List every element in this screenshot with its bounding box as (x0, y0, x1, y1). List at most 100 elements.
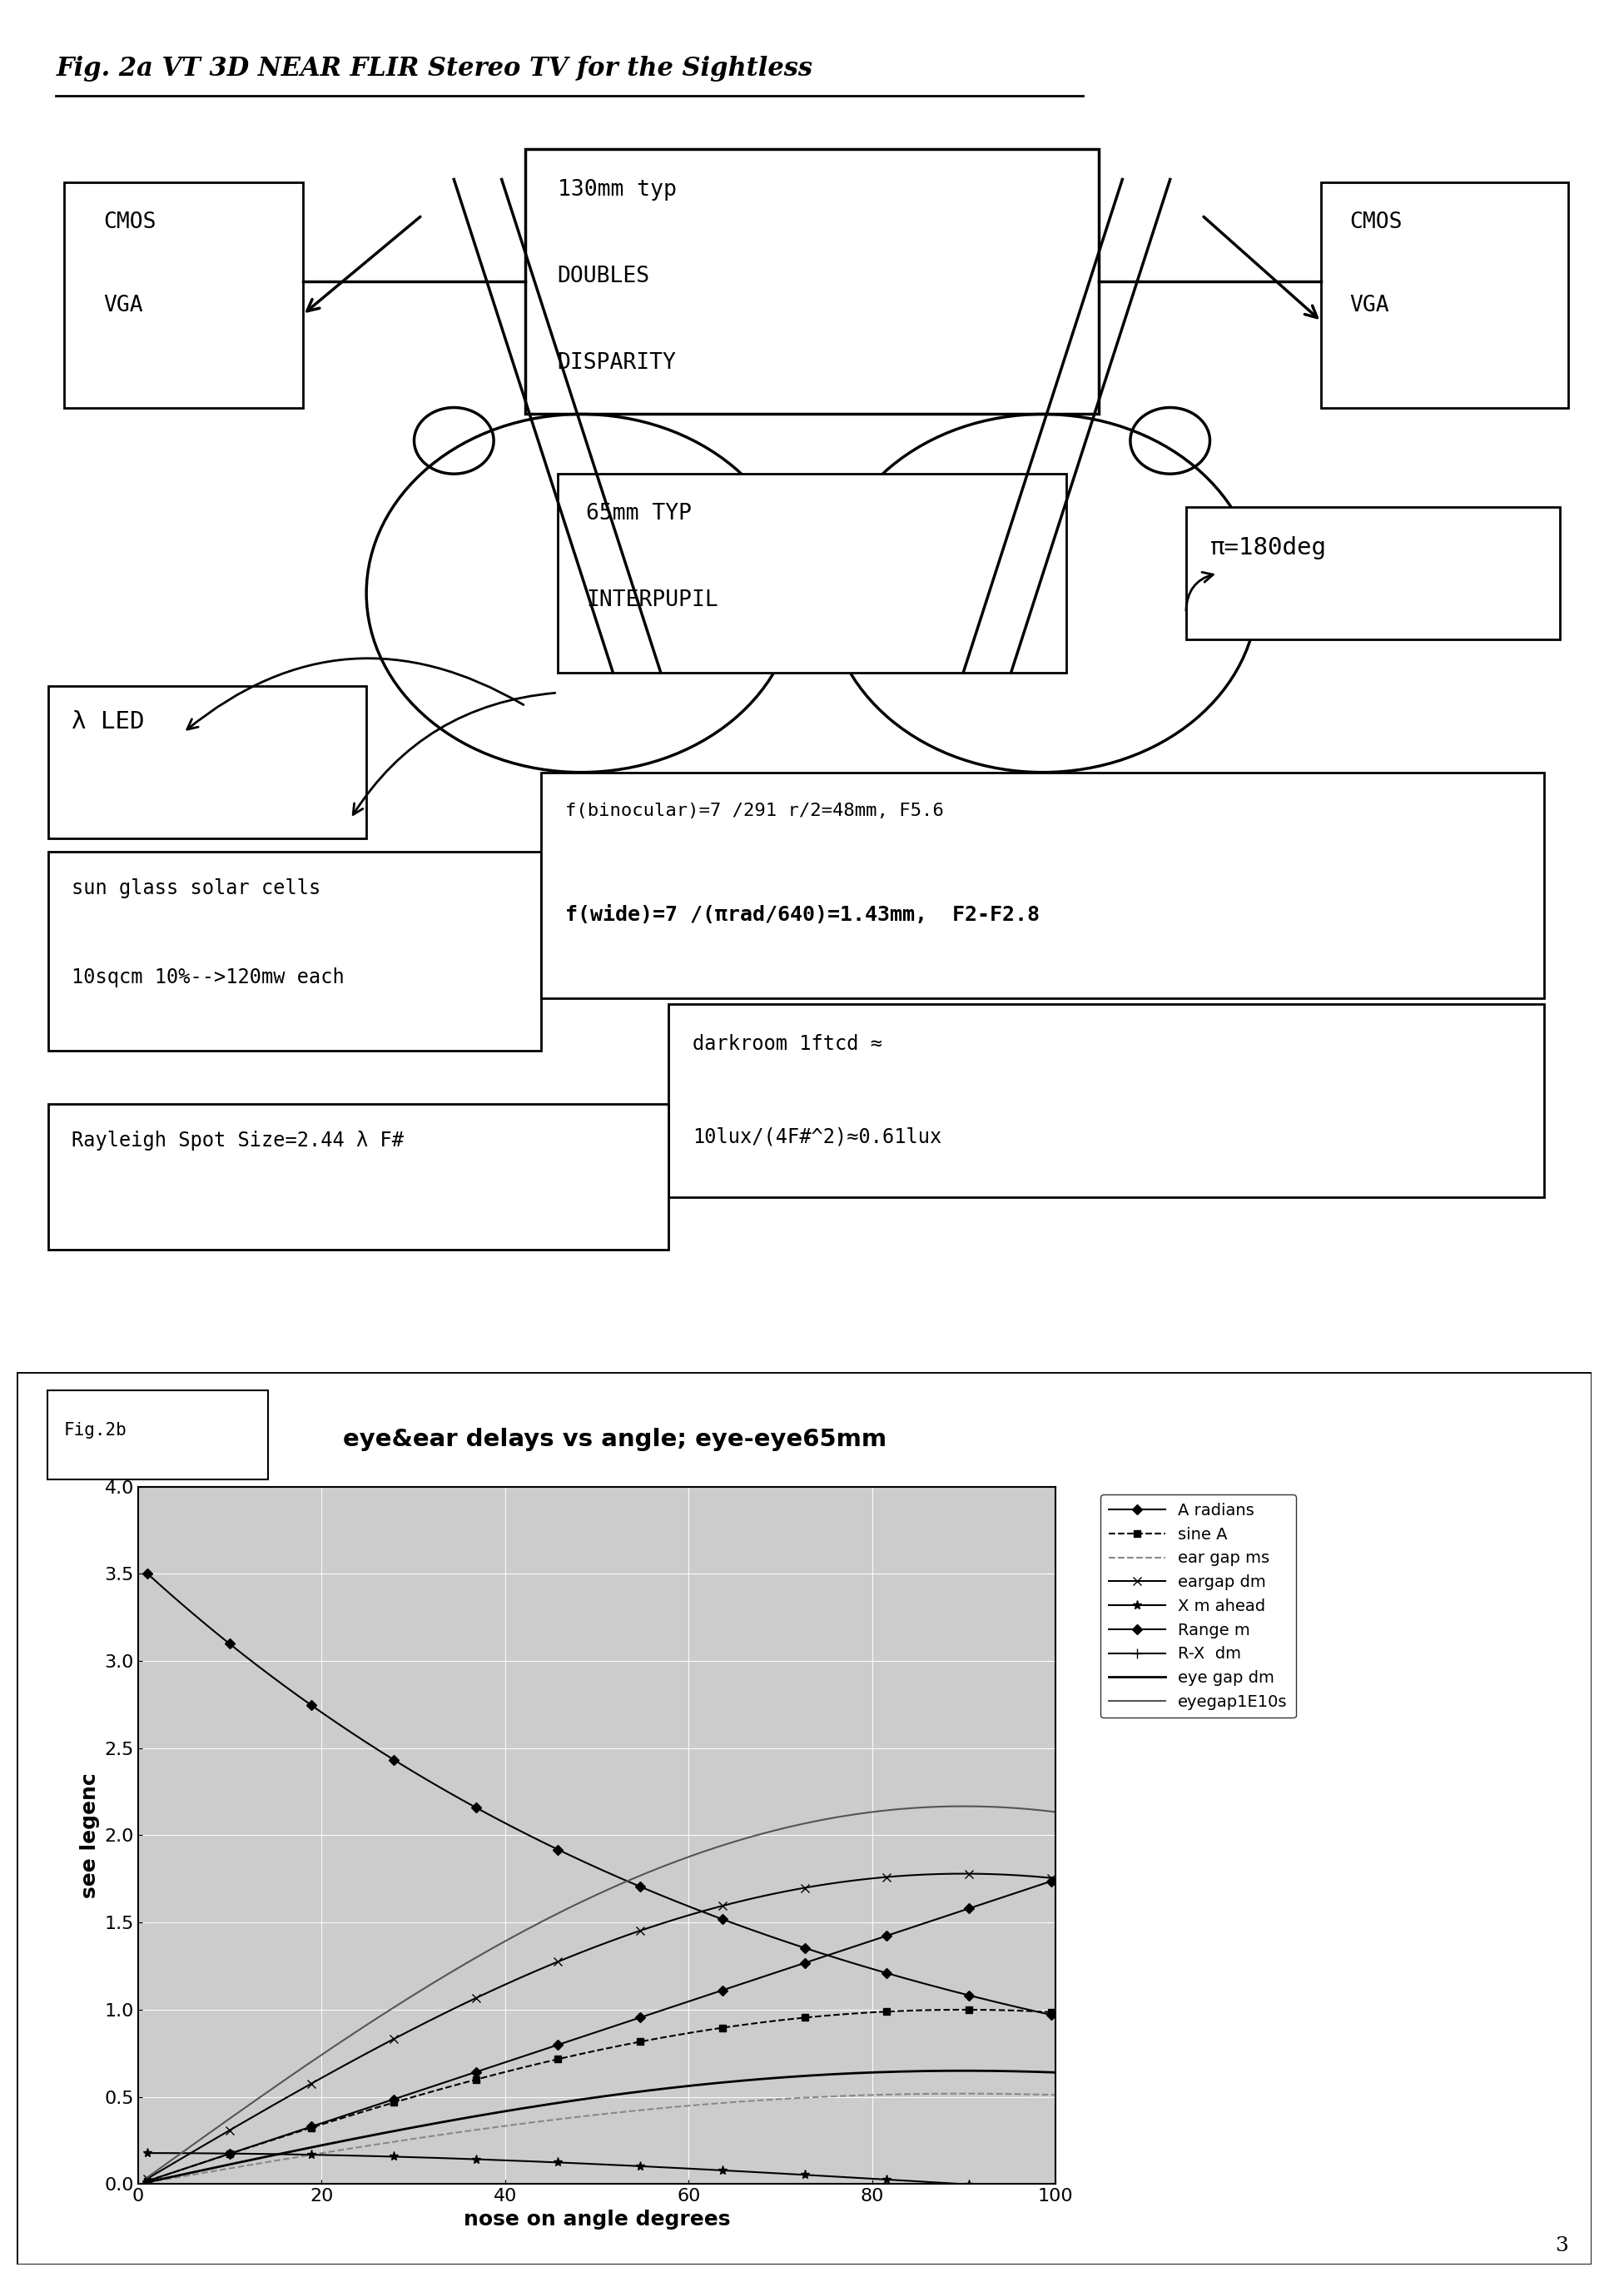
sine A (1005, 1997, 1025, 2024)
Range m (174, 1592, 193, 1619)
X m ahead (174, 2138, 193, 2166)
ear gap ms (955, 2079, 974, 2106)
sine A (174, 2154, 193, 2182)
Range m (1000, 1992, 1020, 2019)
A radians (192, 2150, 211, 2177)
Range m (1046, 2001, 1065, 2029)
eargap dm (973, 1859, 992, 1887)
FancyBboxPatch shape (526, 149, 1098, 414)
A radians (380, 2088, 400, 2115)
FancyBboxPatch shape (541, 773, 1544, 997)
Text: 3: 3 (1554, 2237, 1567, 2255)
ear gap ms (1005, 2081, 1025, 2109)
eye gap dm (973, 2056, 992, 2083)
Line: eye gap dm: eye gap dm (148, 2070, 1056, 2182)
Range m (138, 1560, 158, 1587)
Line: ear gap ms: ear gap ms (148, 2093, 1056, 2182)
FancyBboxPatch shape (1322, 183, 1569, 407)
X m ahead (1000, 2173, 1020, 2200)
A radians (307, 2111, 326, 2138)
eyegap1E10s (1005, 1795, 1025, 1823)
Text: VGA: VGA (1350, 295, 1390, 316)
FancyBboxPatch shape (49, 1105, 669, 1249)
sine A (380, 2090, 400, 2118)
eyegap1E10s (174, 2138, 193, 2166)
X m ahead (307, 2141, 326, 2168)
Line: R-X  dm: R-X dm (143, 0, 1060, 453)
Text: Rayleigh Spot Size=2.44 λ F#: Rayleigh Spot Size=2.44 λ F# (71, 1130, 404, 1150)
eye gap dm (1005, 2058, 1025, 2086)
Text: f(wide)=7 /(πrad/640)=1.43mm,  F2-F2.8: f(wide)=7 /(πrad/640)=1.43mm, F2-F2.8 (565, 906, 1039, 924)
A radians (1000, 1882, 1020, 1910)
Text: f(binocular)=7 /291 r/2=48mm, F5.6: f(binocular)=7 /291 r/2=48mm, F5.6 (565, 803, 944, 819)
R-X  dm (1046, 435, 1065, 462)
Line: eyegap1E10s: eyegap1E10s (148, 1807, 1056, 2177)
FancyBboxPatch shape (63, 183, 302, 407)
eyegap1E10s (138, 2164, 158, 2191)
ear gap ms (380, 2129, 400, 2157)
eyegap1E10s (973, 1793, 992, 1820)
A radians (138, 2168, 158, 2196)
sine A (1046, 1999, 1065, 2026)
eargap dm (174, 2143, 193, 2170)
Legend: A radians, sine A, ear gap ms, eargap dm, X m ahead, Range m, R-X  dm, eye gap d: A radians, sine A, ear gap ms, eargap dm… (1101, 1496, 1296, 1718)
eyegap1E10s (380, 1997, 400, 2024)
Text: DOUBLES: DOUBLES (557, 265, 650, 288)
R-X  dm (968, 297, 987, 325)
FancyBboxPatch shape (49, 853, 541, 1052)
Text: 10lux/(4F#^2)≈0.61lux: 10lux/(4F#^2)≈0.61lux (693, 1127, 942, 1146)
A radians (174, 2154, 193, 2182)
ear gap ms (174, 2164, 193, 2191)
ear gap ms (1046, 2081, 1065, 2109)
A radians (968, 1891, 987, 1919)
eargap dm (380, 2029, 400, 2056)
Y-axis label: see legenc: see legenc (80, 1772, 99, 1898)
eyegap1E10s (307, 2045, 326, 2072)
Range m (307, 1695, 326, 1722)
eargap dm (138, 2166, 158, 2193)
Range m (968, 1983, 987, 2010)
FancyBboxPatch shape (49, 686, 367, 839)
FancyArrowPatch shape (187, 659, 523, 730)
eargap dm (1005, 1862, 1025, 1889)
eye gap dm (380, 2118, 400, 2145)
eyegap1E10s (955, 1793, 974, 1820)
Text: Fig.2b: Fig.2b (63, 1423, 127, 1439)
sine A (973, 1997, 992, 2024)
FancyBboxPatch shape (557, 473, 1067, 672)
Text: DISPARITY: DISPARITY (557, 352, 676, 373)
Text: 65mm TYP: 65mm TYP (586, 503, 692, 524)
Line: eargap dm: eargap dm (143, 1871, 1059, 2182)
eargap dm (192, 2134, 211, 2161)
Range m (380, 1743, 400, 1770)
eargap dm (955, 1859, 974, 1887)
X m ahead (968, 2170, 987, 2198)
eye gap dm (1046, 2058, 1065, 2086)
eye gap dm (307, 2134, 326, 2161)
FancyBboxPatch shape (669, 1004, 1544, 1196)
ear gap ms (307, 2141, 326, 2168)
FancyBboxPatch shape (1186, 508, 1561, 640)
ear gap ms (192, 2159, 211, 2186)
FancyArrowPatch shape (1186, 572, 1213, 611)
sine A (138, 2168, 158, 2196)
Line: Range m: Range m (145, 1569, 1059, 2019)
Text: VGA: VGA (104, 295, 143, 316)
sine A (955, 1997, 974, 2024)
Text: sun glass solar cells: sun glass solar cells (71, 878, 322, 899)
Text: CMOS: CMOS (1350, 210, 1403, 233)
R-X  dm (1000, 357, 1020, 384)
FancyArrowPatch shape (352, 693, 555, 814)
X m ahead (192, 2141, 211, 2168)
eargap dm (1046, 1864, 1065, 1891)
Line: A radians: A radians (145, 1875, 1059, 2184)
X m ahead (1046, 2175, 1065, 2202)
eye gap dm (174, 2161, 193, 2189)
eye gap dm (955, 2056, 974, 2083)
eyegap1E10s (1046, 1798, 1065, 1825)
Range m (192, 1608, 211, 1635)
FancyBboxPatch shape (47, 1390, 268, 1480)
Text: π=180deg: π=180deg (1210, 535, 1327, 560)
Text: Fig. 2a VT 3D NEAR FLIR Stereo TV for the Sightless: Fig. 2a VT 3D NEAR FLIR Stereo TV for th… (55, 55, 812, 82)
Line: sine A: sine A (145, 2006, 1059, 2184)
